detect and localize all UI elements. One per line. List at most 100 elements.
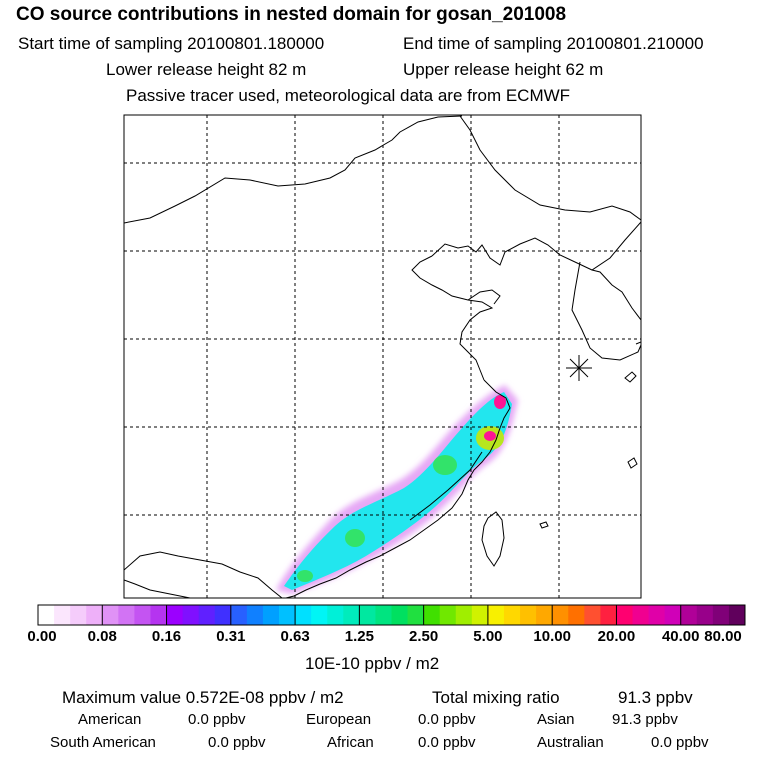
china-east-coast	[285, 379, 511, 598]
colorbar-swatch	[455, 605, 473, 625]
yangtze	[409, 451, 483, 521]
manchuria-border	[459, 115, 641, 221]
region-australian-value: 0.0 ppbv	[651, 734, 709, 751]
colorbar-swatch	[102, 605, 119, 625]
colorbar-swatch	[632, 605, 650, 625]
colorbar-swatch	[279, 605, 296, 625]
colorbar-tick-label: 80.00	[704, 628, 742, 645]
colorbar-tick-label: 0.00	[27, 628, 57, 645]
plume-hotspot-1	[494, 395, 506, 409]
plume-hotspot-2	[484, 431, 496, 441]
hainan-coast	[124, 579, 191, 598]
colorbar-swatch	[664, 605, 682, 625]
colorbar-swatch	[568, 605, 585, 625]
concentration-plume	[276, 385, 518, 594]
colorbar-swatch	[600, 605, 617, 625]
colorbar-swatch	[536, 605, 553, 625]
colorbar-swatch	[166, 605, 184, 625]
korea-coast	[571, 261, 641, 361]
colorbar-swatch	[54, 605, 71, 625]
region-south-american-name: South American	[50, 734, 156, 751]
lat-lon-grid	[124, 115, 641, 598]
colorbar-tick-label: 5.00	[473, 628, 503, 645]
colorbar-tick-label: 0.08	[87, 628, 117, 645]
colorbar-swatch	[616, 605, 634, 625]
total-mixing-value: 91.3 ppbv	[618, 688, 693, 707]
total-mixing-label: Total mixing ratio	[432, 688, 560, 707]
tracer-note: Passive tracer used, meteorological data…	[126, 86, 571, 105]
colorbar-swatch	[471, 605, 489, 625]
japan-islands	[539, 341, 641, 529]
region-asian-value: 91.3 ppbv	[612, 711, 678, 728]
colorbar-swatch	[584, 605, 601, 625]
colorbar-swatch	[118, 605, 135, 625]
region-american-value: 0.0 ppbv	[188, 711, 246, 728]
colorbar-swatch	[230, 605, 248, 625]
coastlines	[124, 115, 641, 598]
colorbar-tick-label: 2.50	[409, 628, 439, 645]
colorbar-swatch	[214, 605, 232, 625]
mongolia-border	[124, 115, 463, 224]
colorbar-swatch	[503, 605, 521, 625]
colorbar-swatch	[86, 605, 103, 625]
plume-core-1	[433, 455, 457, 475]
colorbar-swatch	[520, 605, 537, 625]
colorbar-tick-label: 40.00	[661, 628, 700, 645]
colorbar-swatch	[70, 605, 87, 625]
colorbar-tick-label: 20.00	[597, 628, 636, 645]
region-asian-name: Asian	[537, 711, 575, 728]
colorbar-swatch	[728, 605, 746, 625]
korea-border	[431, 221, 641, 271]
colorbar-swatch	[552, 605, 569, 625]
colorbar-swatch	[311, 605, 328, 625]
colorbar-tick-label: 0.63	[280, 628, 310, 645]
colorbar-tick-label: 0.31	[216, 628, 246, 645]
colorbar-tick-label: 1.25	[344, 628, 374, 645]
region-european-value: 0.0 ppbv	[418, 711, 476, 728]
taiwan	[481, 511, 505, 567]
colorbar-tick-label: 0.16	[151, 628, 182, 645]
colorbar-swatch	[38, 605, 55, 625]
end-time: End time of sampling 20100801.210000	[403, 34, 704, 53]
colorbar-swatch	[134, 605, 151, 625]
plume-core-2	[345, 529, 365, 547]
colorbar-unit: 10E-10 ppbv / m2	[305, 654, 440, 673]
maximum-value: Maximum value 0.572E-08 ppbv / m2	[62, 688, 344, 707]
colorbar	[37, 604, 746, 626]
region-american-name: American	[78, 711, 142, 728]
colorbar-swatch	[246, 605, 264, 625]
colorbar-tick-label: 10.00	[533, 628, 571, 645]
plume-mid	[284, 392, 512, 590]
start-time: Start time of sampling 20100801.180000	[18, 34, 325, 53]
colorbar-frame	[37, 604, 746, 626]
colorbar-swatch	[407, 605, 425, 625]
region-australian-name: Australian	[537, 734, 604, 751]
region-african-name: African	[327, 734, 374, 751]
colorbar-swatch	[648, 605, 666, 625]
colorbar-swatch	[423, 605, 441, 625]
colorbar-swatch	[182, 605, 200, 625]
inland-border	[124, 551, 283, 598]
colorbar-swatch	[343, 605, 360, 625]
upper-release-height: Upper release height 62 m	[403, 60, 604, 79]
colorbar-swatch	[487, 605, 505, 625]
colorbar-swatch	[391, 605, 409, 625]
colorbar-swatch	[375, 605, 392, 625]
colorbar-swatch	[439, 605, 457, 625]
colorbar-swatch	[712, 605, 730, 625]
colorbar-swatch	[198, 605, 216, 625]
region-south-american-value: 0.0 ppbv	[208, 734, 266, 751]
plume-core-3	[297, 570, 313, 582]
region-african-value: 0.0 ppbv	[418, 734, 476, 751]
map-frame	[123, 114, 642, 599]
plot-title: CO source contributions in nested domain…	[16, 4, 567, 25]
colorbar-swatch	[359, 605, 376, 625]
colorbar-swatch	[696, 605, 714, 625]
receptor-star-icon	[566, 355, 592, 381]
colorbar-swatch	[327, 605, 344, 625]
bohai-coast	[411, 255, 494, 381]
colorbar-swatch	[150, 605, 168, 625]
shandong	[467, 289, 501, 305]
lower-release-height: Lower release height 82 m	[106, 60, 307, 79]
